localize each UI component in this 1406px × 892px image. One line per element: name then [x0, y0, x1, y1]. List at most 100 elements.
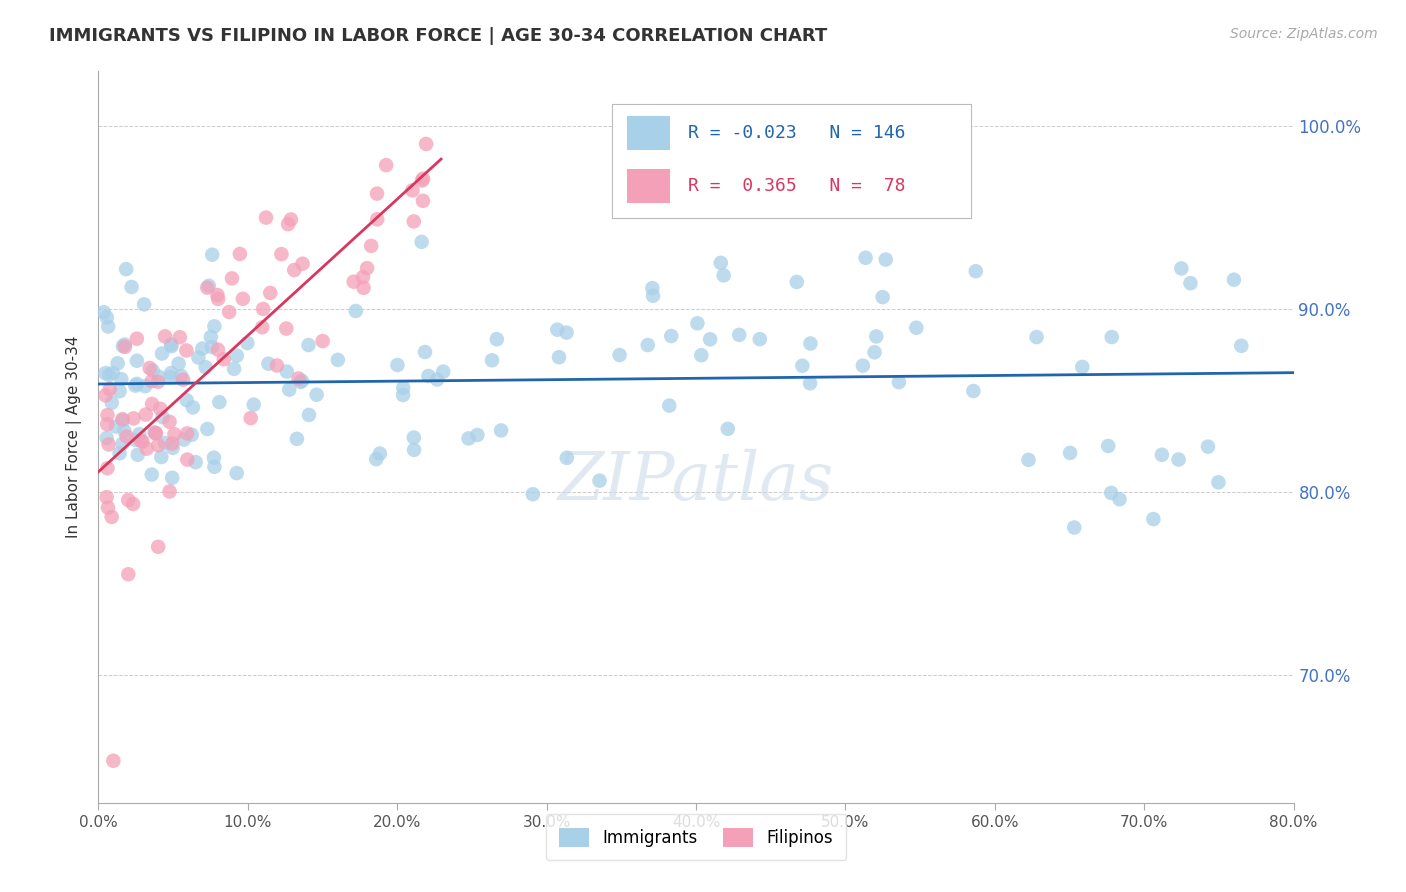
Point: [125, 332, 148, 346]
Point: [135, 408, 157, 422]
Point: [266, 359, 288, 373]
Point: [276, 321, 298, 335]
Point: [112, 424, 135, 438]
Point: [176, 393, 198, 408]
Point: [1167, 452, 1189, 467]
Point: [252, 301, 274, 316]
Point: [252, 320, 274, 334]
Point: [270, 247, 292, 261]
Legend: Immigrants, Filipinos: Immigrants, Filipinos: [546, 814, 846, 860]
Point: [285, 432, 308, 446]
Point: [115, 429, 138, 443]
Point: [96, 417, 118, 432]
Point: [153, 329, 176, 343]
Point: [792, 359, 814, 373]
Point: [94, 388, 117, 402]
Point: [162, 441, 184, 455]
Point: [799, 336, 821, 351]
Point: [96, 461, 118, 475]
Point: [717, 422, 740, 436]
Point: [852, 359, 875, 373]
Point: [207, 288, 229, 302]
Point: [141, 397, 163, 411]
Point: [699, 332, 721, 346]
Point: [412, 171, 434, 186]
Point: [167, 357, 190, 371]
Point: [865, 329, 887, 343]
Point: [148, 540, 170, 554]
Point: [426, 372, 449, 386]
Point: [93, 305, 115, 319]
Point: [125, 353, 148, 368]
Point: [259, 285, 281, 300]
Point: [172, 373, 194, 387]
Point: [609, 348, 631, 362]
Point: [1063, 520, 1085, 534]
Point: [360, 239, 382, 253]
Point: [1230, 339, 1253, 353]
Point: [290, 375, 312, 389]
Point: [1170, 261, 1192, 276]
Point: [637, 338, 659, 352]
Point: [1150, 448, 1173, 462]
Point: [111, 413, 134, 427]
Point: [212, 352, 235, 367]
Point: [160, 436, 183, 450]
Point: [110, 372, 132, 386]
Point: [855, 251, 877, 265]
Point: [127, 448, 149, 462]
Point: [366, 452, 388, 467]
Point: [149, 401, 172, 416]
Point: [146, 375, 169, 389]
Point: [467, 428, 489, 442]
Point: [344, 304, 367, 318]
Point: [125, 376, 148, 391]
Point: [728, 327, 751, 342]
Point: [291, 374, 314, 388]
Point: [489, 424, 512, 438]
Point: [392, 388, 415, 402]
Point: [96, 310, 118, 325]
Point: [170, 368, 193, 383]
Point: [94, 366, 117, 380]
Point: [150, 346, 173, 360]
Point: [98, 382, 121, 396]
Point: [287, 371, 309, 385]
Point: [872, 290, 894, 304]
Point: [97, 500, 120, 515]
Point: [343, 275, 366, 289]
Point: [413, 345, 436, 359]
Point: [1097, 439, 1119, 453]
Point: [181, 401, 204, 415]
Point: [392, 381, 415, 395]
Point: [159, 370, 181, 384]
Point: [107, 356, 129, 370]
Point: [641, 281, 664, 295]
Point: [142, 363, 165, 377]
Point: [353, 281, 375, 295]
Point: [143, 425, 166, 440]
Point: [298, 408, 321, 422]
Point: [135, 442, 157, 456]
Point: [222, 361, 245, 376]
Point: [207, 292, 229, 306]
Point: [786, 275, 808, 289]
Point: [280, 212, 302, 227]
Point: [546, 323, 568, 337]
Point: [195, 422, 218, 436]
Point: [402, 442, 425, 457]
Point: [97, 437, 120, 451]
Point: [1197, 440, 1219, 454]
Point: [690, 348, 713, 362]
Point: [242, 398, 264, 412]
Point: [191, 342, 214, 356]
Point: [748, 332, 770, 346]
Point: [159, 415, 181, 429]
Point: [278, 383, 301, 397]
Point: [356, 261, 378, 276]
Point: [204, 459, 226, 474]
Point: [160, 339, 183, 353]
Point: [257, 357, 280, 371]
Point: [312, 334, 335, 348]
Point: [221, 271, 243, 285]
